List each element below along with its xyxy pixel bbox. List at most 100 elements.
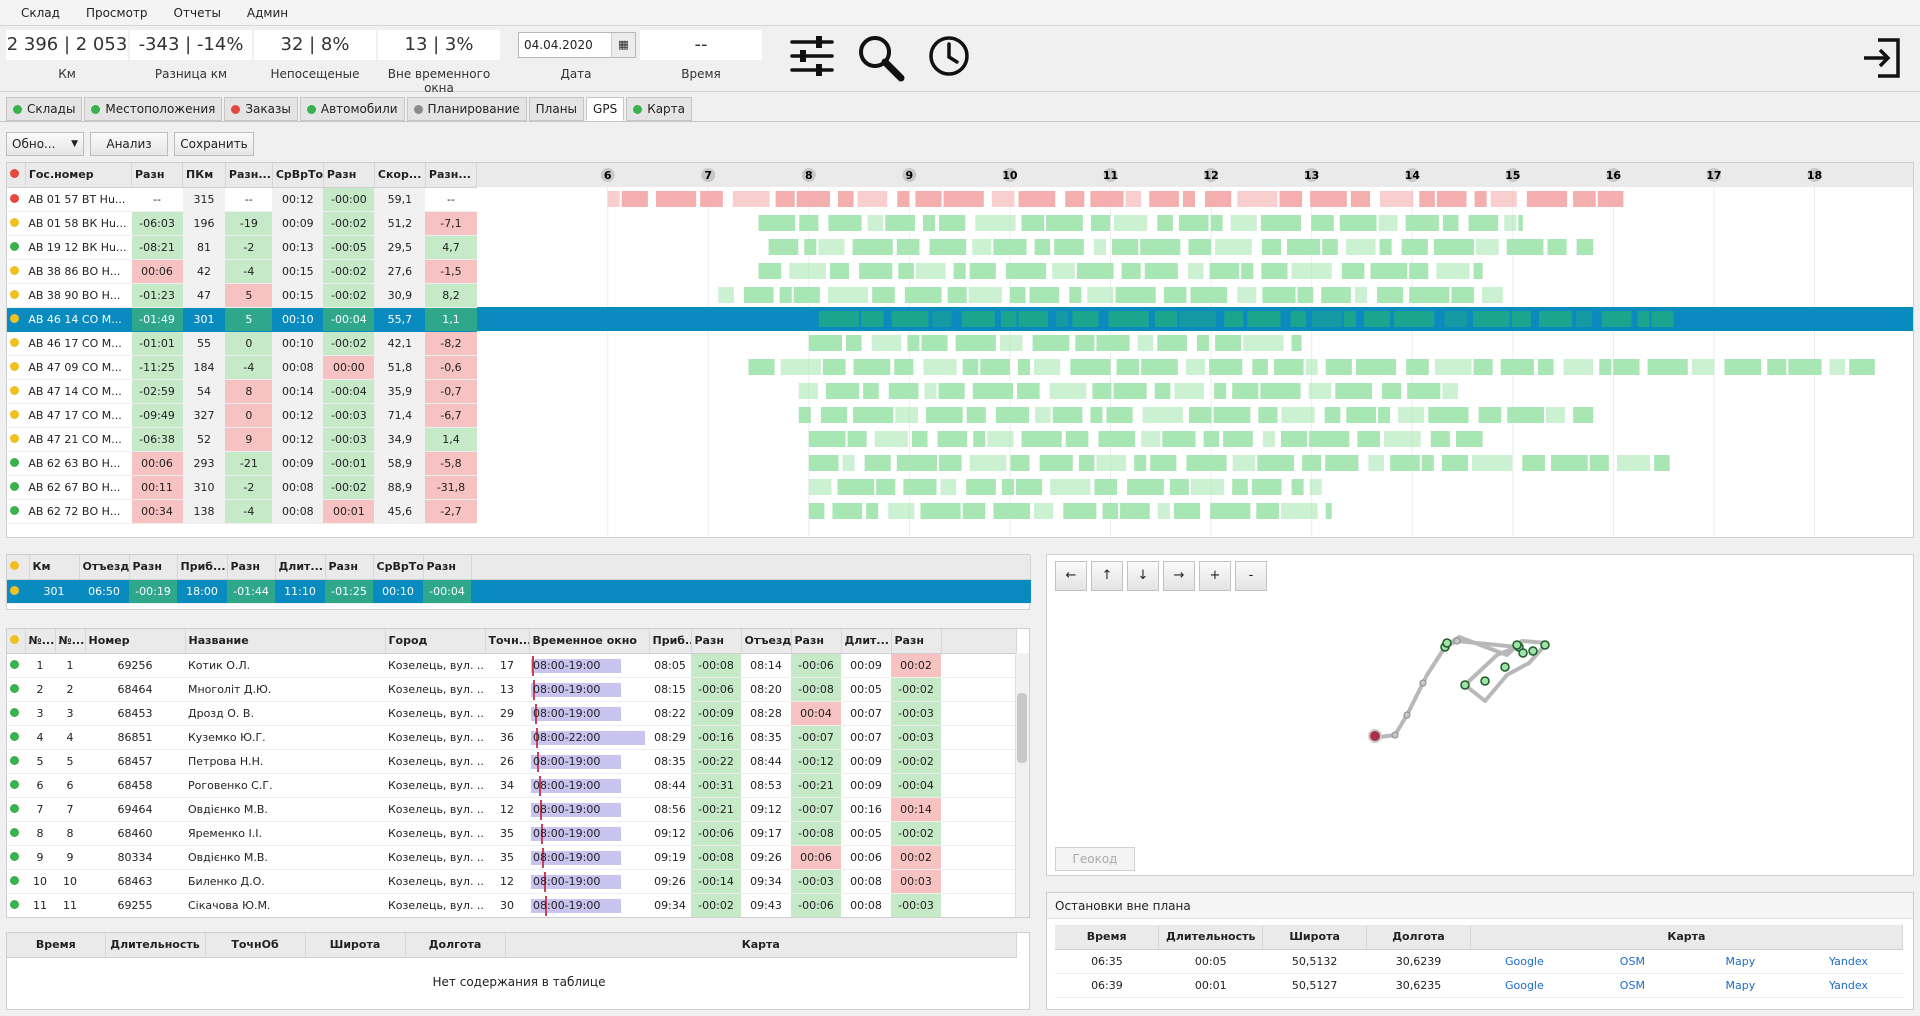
stops-col-header[interactable]: Разн [691, 629, 742, 654]
stop-bar[interactable] [1476, 239, 1499, 255]
stop-bar[interactable] [780, 359, 821, 375]
stop-bar[interactable] [1243, 335, 1284, 351]
stop-bar[interactable] [1601, 311, 1632, 327]
stops-scrollbar[interactable] [1015, 653, 1029, 917]
stop-bar[interactable] [1065, 431, 1089, 447]
stop-bar[interactable] [808, 503, 825, 519]
stop-bar[interactable] [1538, 311, 1573, 327]
stop-bar[interactable] [1141, 359, 1178, 375]
stop-bar[interactable] [818, 239, 845, 255]
stop-bar[interactable] [1297, 287, 1314, 303]
stop-bar[interactable] [655, 191, 697, 207]
stop-bar[interactable] [915, 191, 942, 207]
stop-bar[interactable] [1279, 191, 1303, 207]
stop-bar[interactable] [1434, 359, 1472, 375]
vehicle-row[interactable]: АВ 47 17 СО М... -09:49 327 0 00:12 -00:03 71,… [7, 403, 477, 428]
stop-bar[interactable] [1157, 335, 1187, 351]
stop-bar[interactable] [1522, 455, 1545, 471]
stop-bar[interactable] [1010, 455, 1030, 471]
stop-row[interactable]: 5 5 68457 Петрова Н.Н. Козелець, вул. ... 26 0… [7, 749, 1017, 774]
trip-col-header[interactable]: Км [29, 555, 80, 580]
stop-bar[interactable] [1093, 239, 1106, 255]
stop-bar[interactable] [1096, 335, 1130, 351]
stop-bar[interactable] [1599, 359, 1612, 375]
events-col-header[interactable]: Время [7, 933, 106, 958]
stop-bar[interactable] [1382, 383, 1402, 399]
stop-bar[interactable] [1000, 311, 1017, 327]
stop-bar[interactable] [1428, 407, 1469, 423]
stop-bar[interactable] [1232, 383, 1259, 399]
vehicles-col-header[interactable]: Гос.номер [25, 163, 133, 188]
stop-bar[interactable] [1262, 287, 1296, 303]
search-icon[interactable] [856, 34, 906, 82]
trip-col-header[interactable]: Разн [423, 555, 472, 580]
stop-bar[interactable] [955, 335, 996, 351]
stop-row[interactable]: 2 2 68464 Многоліт Д.Ю. Козелець, вул. ... 13… [7, 677, 1017, 702]
stop-bar[interactable] [1125, 191, 1142, 207]
tab-2[interactable]: Заказы [224, 97, 298, 121]
stop-bar[interactable] [1001, 479, 1014, 495]
stop-bar[interactable] [1029, 287, 1060, 303]
vehicle-row[interactable]: АВ 38 86 ВО Н... 00:06 42 -4 00:15 -00:02 27,6… [7, 259, 477, 284]
stop-bar[interactable] [1142, 407, 1183, 423]
stop-bar[interactable] [1087, 287, 1114, 303]
stop-bar[interactable] [895, 407, 918, 423]
stop-bar[interactable] [1247, 311, 1281, 327]
stop-bar[interactable] [1309, 479, 1322, 495]
stops-col-header[interactable]: Название [185, 629, 386, 654]
stop-bar[interactable] [1256, 503, 1279, 519]
stop-bar[interactable] [872, 287, 895, 303]
stop-bar[interactable] [1197, 335, 1210, 351]
stop-bar[interactable] [1224, 311, 1244, 327]
stop-bar[interactable] [969, 263, 996, 279]
stop-bar[interactable] [1473, 263, 1483, 279]
stop-bar[interactable] [1173, 503, 1201, 519]
offplan-row[interactable]: 06:35 00:05 50,5132 30,6239 Google OSM Mapy Yan… [1055, 949, 1903, 974]
stop-bar[interactable] [1309, 431, 1350, 447]
stop-bar[interactable] [897, 191, 910, 207]
stop-bar[interactable] [938, 383, 965, 399]
stop-bar[interactable] [1281, 407, 1315, 423]
tab-1[interactable]: Местоположения [84, 97, 223, 121]
stop-bar[interactable] [1442, 215, 1459, 231]
stop-bar[interactable] [1613, 359, 1640, 375]
stop-bar[interactable] [1325, 503, 1332, 519]
stop-bar[interactable] [1597, 191, 1624, 207]
stop-bar[interactable] [1573, 407, 1594, 423]
stop-bar[interactable] [1237, 287, 1257, 303]
stop-bar[interactable] [1113, 383, 1147, 399]
stop-bar[interactable] [1506, 239, 1544, 255]
stop-bar[interactable] [1551, 455, 1588, 471]
stop-bar[interactable] [808, 455, 839, 471]
stop-bar[interactable] [1223, 431, 1253, 447]
stop-bar[interactable] [1308, 383, 1332, 399]
stop-bar[interactable] [1651, 311, 1674, 327]
stop-bar[interactable] [915, 263, 946, 279]
map-pan-left-button[interactable]: ← [1055, 561, 1087, 591]
stop-bar[interactable] [1017, 359, 1031, 375]
stop-bar[interactable] [894, 359, 914, 375]
stop-bar[interactable] [1215, 239, 1252, 255]
menu-sklad[interactable]: Склад [21, 5, 60, 20]
stop-bar[interactable] [1563, 359, 1594, 375]
vehicles-col-header[interactable]: Разн... [425, 163, 478, 188]
stop-bar[interactable] [1291, 479, 1304, 495]
stop-bar[interactable] [1209, 263, 1240, 279]
vehicle-row[interactable]: АВ 62 63 ВО Н... 00:06 293 -21 00:09 -00:01 58… [7, 451, 477, 476]
stop-bar[interactable] [861, 311, 884, 327]
stop-bar[interactable] [828, 215, 862, 231]
stop-bar[interactable] [947, 287, 967, 303]
stop-bar[interactable] [993, 239, 1027, 255]
stop-bar[interactable] [1441, 455, 1469, 471]
stop-bar[interactable] [789, 263, 826, 279]
dropdown-icon[interactable]: ▼ [71, 139, 78, 149]
stop-bar[interactable] [832, 503, 863, 519]
stop-bar[interactable] [939, 215, 966, 231]
stop-bar[interactable] [822, 359, 846, 375]
stop-bar[interactable] [1311, 215, 1334, 231]
stop-bar[interactable] [1500, 359, 1534, 375]
stop-bar[interactable] [1120, 503, 1150, 519]
stop-bar[interactable] [1009, 287, 1026, 303]
stop-bar[interactable] [1076, 263, 1114, 279]
stop-bar[interactable] [999, 335, 1023, 351]
